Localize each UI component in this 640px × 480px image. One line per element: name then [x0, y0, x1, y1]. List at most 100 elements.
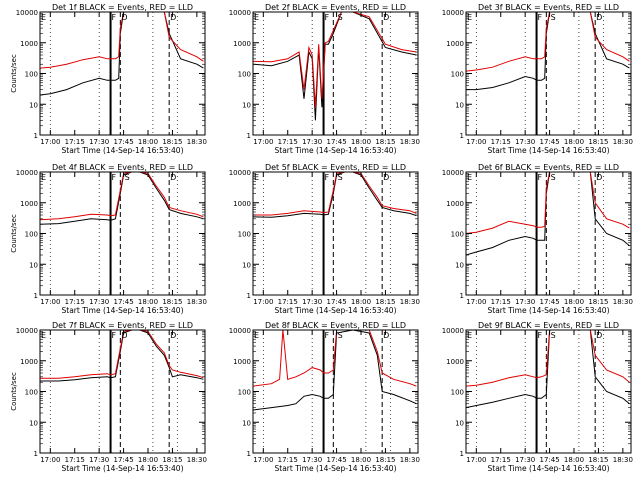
series-events — [40, 172, 204, 225]
x-tick-label: 17:15 — [65, 456, 85, 464]
y-tick-label: 10000 — [16, 9, 38, 17]
phase-marker-label: F — [538, 13, 543, 22]
phase-marker-label: D — [383, 173, 389, 182]
x-tick-label: 18:15 — [375, 138, 395, 146]
series-lld — [253, 172, 417, 216]
phase-marker-label: D — [121, 13, 127, 22]
x-tick-label: 17:45 — [113, 456, 133, 464]
x-tick-label: 18:00 — [138, 138, 158, 146]
chart-title: Det 3f BLACK = Events, RED = LLD — [478, 3, 619, 12]
x-tick-label: 17:30 — [89, 298, 109, 306]
y-tick-label: 100 — [238, 71, 251, 79]
series-lld — [40, 172, 204, 221]
x-tick-label: 17:00 — [466, 456, 486, 464]
x-tick-label: 18:30 — [400, 456, 420, 464]
x-tick-label: 17:45 — [326, 298, 346, 306]
series-lld — [253, 330, 417, 387]
panel-det-4: Det 4f BLACK = Events, RED = LLD 1 10 100 10… — [10, 163, 207, 315]
phase-marker-label: S — [551, 331, 556, 340]
x-tick-label: 18:15 — [162, 138, 182, 146]
x-tick-label: 17:45 — [113, 138, 133, 146]
x-tick-label: 17:00 — [40, 298, 60, 306]
plot-frame — [39, 171, 206, 296]
y-tick-label: 100 — [238, 231, 251, 239]
x-tick-label: 18:00 — [351, 138, 371, 146]
phase-marker-label: F — [538, 331, 543, 340]
x-tick-label: 18:00 — [564, 298, 584, 306]
y-tick-label: 10 — [455, 101, 464, 109]
series-lld — [466, 330, 630, 387]
y-tick-label: 1000 — [20, 358, 38, 366]
phase-marker-label: D — [383, 331, 389, 340]
phase-marker-label: E — [467, 173, 472, 182]
y-tick-label: 1000 — [233, 358, 251, 366]
series-lld — [253, 12, 417, 108]
y-tick-label: 1000 — [446, 358, 464, 366]
x-tick-label: 18:00 — [138, 298, 158, 306]
y-tick-label: 10000 — [229, 9, 251, 17]
x-tick-label: 18:00 — [351, 456, 371, 464]
x-tick-label: 17:15 — [491, 298, 511, 306]
phase-marker-label: D — [170, 331, 176, 340]
x-tick-label: 17:30 — [515, 138, 535, 146]
phase-marker-label: D — [121, 331, 127, 340]
y-tick-label: 10000 — [229, 327, 251, 335]
x-axis-label: Start Time (14-Sep-14 16:53:40) — [62, 464, 184, 473]
y-tick-label: 100 — [451, 231, 464, 239]
x-axis-label: Start Time (14-Sep-14 16:53:40) — [275, 306, 397, 315]
chart-title: Det 8f BLACK = Events, RED = LLD — [265, 321, 406, 330]
phase-marker-label: D — [596, 173, 602, 182]
phase-marker-label: E — [467, 331, 472, 340]
x-tick-label: 18:15 — [162, 298, 182, 306]
phase-marker-label: F — [112, 13, 117, 22]
plot-frame — [465, 11, 632, 136]
x-tick-label: 18:15 — [588, 456, 608, 464]
phase-marker-label: E — [41, 173, 46, 182]
series-events — [253, 172, 417, 218]
y-tick-label: 10000 — [442, 169, 464, 177]
y-tick-label: 10 — [455, 419, 464, 427]
y-tick-label: 10 — [29, 261, 38, 269]
x-axis-label: Start Time (14-Sep-14 16:53:40) — [488, 146, 610, 155]
panel-det-7: Det 7f BLACK = Events, RED = LLD 1 10 100 10… — [10, 321, 207, 473]
y-tick-label: 1000 — [446, 200, 464, 208]
x-axis-label: Start Time (14-Sep-14 16:53:40) — [62, 306, 184, 315]
x-tick-label: 17:45 — [326, 456, 346, 464]
y-tick-label: 100 — [451, 71, 464, 79]
x-tick-label: 17:00 — [253, 298, 273, 306]
phase-marker-label: D — [170, 13, 176, 22]
panel-det-1: Det 1f BLACK = Events, RED = LLD 1 10 100 10… — [10, 3, 207, 155]
y-tick-label: 10000 — [16, 327, 38, 335]
x-axis-label: Start Time (14-Sep-14 16:53:40) — [275, 146, 397, 155]
y-tick-label: 100 — [451, 389, 464, 397]
panel-det-6: Det 6f BLACK = Events, RED = LLD 1 10 100 10… — [442, 163, 633, 315]
x-axis-label: Start Time (14-Sep-14 16:53:40) — [488, 464, 610, 473]
phase-marker-label: D — [383, 13, 389, 22]
chart-title: Det 7f BLACK = Events, RED = LLD — [52, 321, 193, 330]
x-tick-label: 18:15 — [162, 456, 182, 464]
chart-title: Det 6f BLACK = Events, RED = LLD — [478, 163, 619, 172]
y-tick-label: 1 — [247, 132, 251, 140]
series-lld — [466, 12, 630, 72]
panel-det-2: Det 2f BLACK = Events, RED = LLD 1 10 100 10… — [229, 3, 420, 155]
phase-marker-label: F — [325, 13, 330, 22]
series-lld — [40, 12, 204, 69]
series-events — [466, 172, 630, 256]
x-tick-label: 17:00 — [253, 456, 273, 464]
x-tick-label: 18:30 — [187, 456, 207, 464]
x-tick-label: 17:30 — [89, 456, 109, 464]
series-events — [40, 12, 204, 96]
x-tick-label: 18:30 — [613, 138, 633, 146]
series-events — [466, 330, 630, 409]
chart-title: Det 4f BLACK = Events, RED = LLD — [52, 163, 193, 172]
x-tick-label: 17:30 — [89, 138, 109, 146]
x-tick-label: 18:00 — [564, 138, 584, 146]
y-axis-label: Counts/sec — [10, 214, 18, 253]
y-tick-label: 1 — [34, 292, 38, 300]
y-tick-label: 1 — [460, 292, 464, 300]
x-tick-label: 17:15 — [65, 298, 85, 306]
y-tick-label: 1000 — [20, 200, 38, 208]
x-tick-label: 17:00 — [466, 138, 486, 146]
x-tick-label: 18:30 — [400, 138, 420, 146]
x-tick-label: 17:30 — [515, 456, 535, 464]
